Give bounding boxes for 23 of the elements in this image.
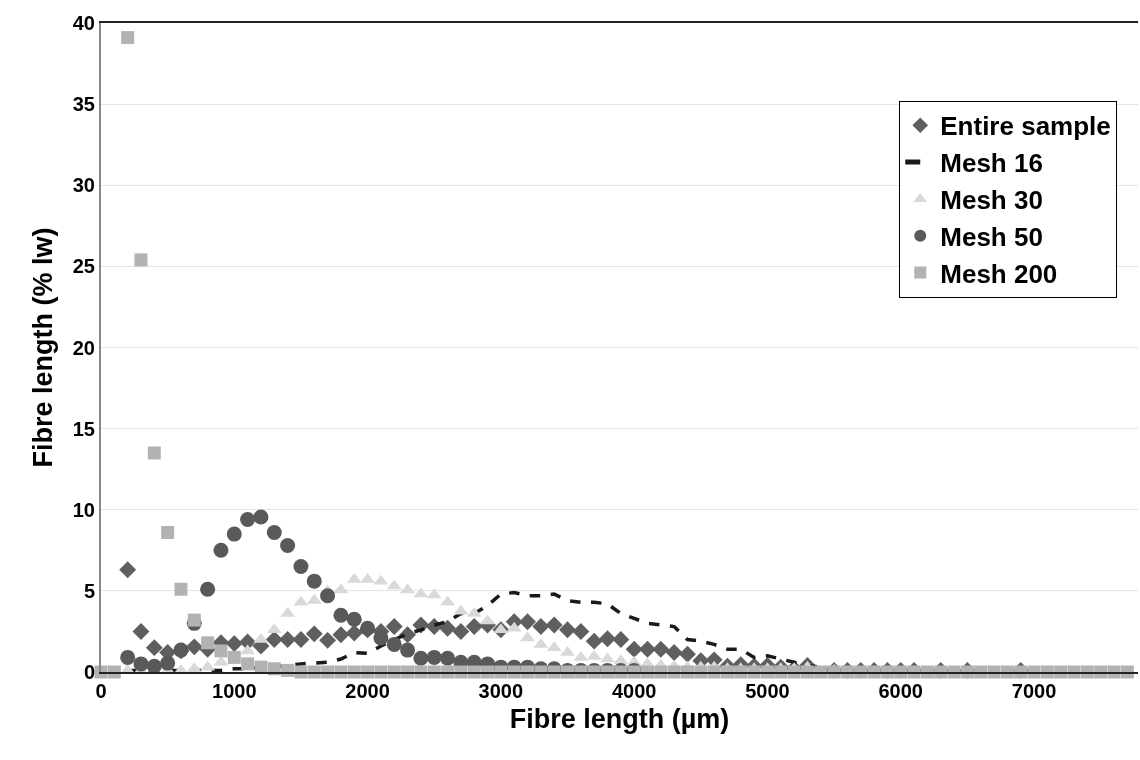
x-tick-label: 1000 — [212, 680, 257, 702]
legend-label: Mesh 30 — [940, 185, 1043, 216]
y-tick-label: 30 — [72, 174, 95, 197]
x-axis-title: Fibre length (µm) — [509, 703, 730, 734]
x-tick-label: 3000 — [478, 680, 524, 702]
legend-label: Entire sample — [940, 111, 1111, 142]
y-tick-label: 35 — [72, 93, 95, 116]
x-tick-label: 4000 — [611, 680, 657, 702]
x-tick-label: 7000 — [1011, 680, 1057, 702]
y-tick-label: 5 — [83, 579, 95, 602]
x-tick-label: 5000 — [745, 680, 790, 702]
legend-label: Mesh 50 — [940, 221, 1043, 252]
y-tick-label: 15 — [72, 417, 95, 440]
y-axis-title: Fibre length (% lw) — [28, 227, 59, 468]
y-tick-label: 0 — [83, 661, 95, 683]
y-tick-label: 10 — [72, 498, 95, 521]
legend-label: Mesh 200 — [940, 258, 1058, 289]
x-tick-label: 6000 — [878, 680, 923, 702]
y-tick-label: 20 — [72, 336, 95, 359]
legend-label: Mesh 16 — [940, 148, 1043, 179]
x-tick-label: 2000 — [345, 680, 390, 702]
y-tick-label: 25 — [72, 255, 95, 278]
y-tick-label: 40 — [72, 12, 95, 34]
